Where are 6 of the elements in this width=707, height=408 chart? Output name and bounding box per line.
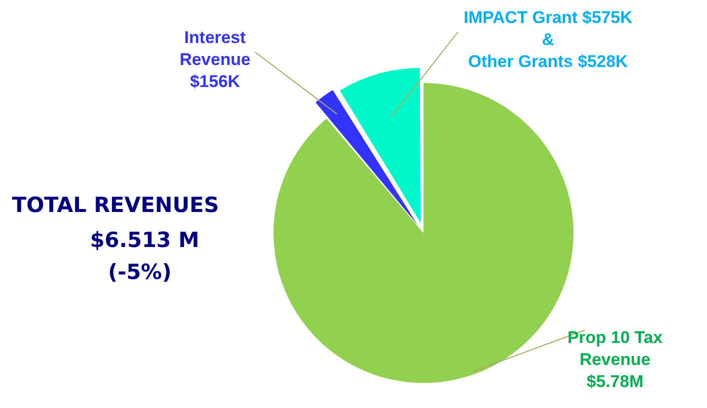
slice-label: Prop 10 Tax Revenue $5.78M xyxy=(567,328,664,392)
text: $6.513 M xyxy=(90,228,200,252)
text: (-5%) xyxy=(108,260,172,284)
slice-label: Interest Revenue $156K xyxy=(180,28,250,92)
slice-label: IMPACT Grant $575K & Other Grants $528K xyxy=(464,8,634,72)
text: TOTAL REVENUES xyxy=(12,193,220,217)
